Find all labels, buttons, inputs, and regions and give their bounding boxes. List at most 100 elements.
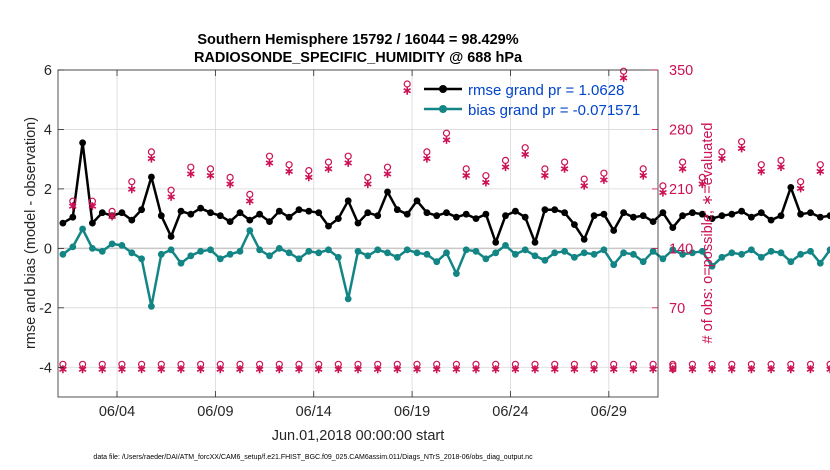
data-point <box>521 213 529 221</box>
data-point <box>728 249 736 257</box>
obs-evaluated-point <box>88 202 97 211</box>
data-point <box>757 209 765 217</box>
y2-axis-label: # of obs: o=possible; ∗=evaluated <box>700 123 716 344</box>
data-point <box>79 139 86 147</box>
data-point <box>246 227 254 234</box>
obs-evaluated-point <box>373 365 382 374</box>
obs-evaluated-point <box>639 171 648 180</box>
data-point <box>364 209 372 217</box>
data-point <box>659 255 667 263</box>
y2-tick-label: 210 <box>669 182 693 198</box>
obs-evaluated-point <box>481 178 490 187</box>
obs-evaluated-point <box>708 365 716 374</box>
axes: 06/04 06/09 06/14 06/19 06/24 06/29 -4 -2 0 2 4 6 0 7… <box>39 63 693 420</box>
data-point <box>492 249 500 257</box>
data-point <box>462 246 470 254</box>
data-point <box>344 197 352 205</box>
data-point <box>275 245 283 252</box>
data-point <box>423 209 431 217</box>
data-point <box>826 212 830 220</box>
data-point <box>157 250 165 258</box>
obs-evaluated-point <box>393 365 402 374</box>
x-tick-label: 06/09 <box>197 404 233 420</box>
data-point <box>69 213 77 221</box>
data-point <box>403 210 411 218</box>
data-point <box>738 207 745 215</box>
y2-tick-label: 350 <box>669 63 693 79</box>
data-point <box>698 247 706 255</box>
data-point <box>138 255 146 263</box>
data-point <box>226 250 234 258</box>
data-point <box>777 249 785 257</box>
data-point <box>354 247 362 255</box>
obs-evaluated-point <box>727 365 736 374</box>
obs-evaluated-point <box>226 180 235 189</box>
obs-evaluated-point <box>718 154 726 163</box>
data-point <box>384 249 391 257</box>
obs-evaluated-point <box>678 164 687 173</box>
obs-possible-point <box>796 178 805 186</box>
y-tick-label: 2 <box>44 182 52 198</box>
data-point <box>482 255 490 263</box>
x-tick-label: 06/04 <box>99 404 135 420</box>
obs-possible-point <box>678 158 687 166</box>
obs-evaluated-point <box>285 167 294 176</box>
obs-evaluated-point <box>806 365 815 374</box>
data-point <box>216 255 224 263</box>
obs-possible-point <box>777 156 785 164</box>
data-point <box>413 197 421 205</box>
obs-evaluated-point <box>668 365 677 374</box>
data-point <box>69 243 77 251</box>
data-point <box>226 218 234 226</box>
data-point <box>679 212 686 220</box>
data-point <box>167 246 175 254</box>
obs-evaluated-point <box>560 164 569 173</box>
data-point <box>325 222 332 230</box>
obs-evaluated-point <box>304 173 313 182</box>
data-point <box>325 246 332 254</box>
data-point <box>561 247 568 255</box>
data-point <box>639 212 647 220</box>
data-point <box>453 213 460 221</box>
data-point <box>610 261 618 269</box>
obs-evaluated-point <box>137 365 146 374</box>
obs-evaluated-point <box>255 365 264 374</box>
data-point <box>807 247 814 255</box>
obs-evaluated-point <box>216 365 225 374</box>
obs-evaluated-point <box>383 169 392 178</box>
data-point <box>502 242 509 249</box>
data-point <box>187 210 195 218</box>
obs-evaluated-point <box>354 365 362 374</box>
data-point <box>816 213 824 221</box>
data-point <box>551 206 559 214</box>
data-point <box>590 212 598 220</box>
x-axis-label: Jun.01,2018 00:00:00 start <box>272 428 445 444</box>
data-point <box>620 249 627 257</box>
x-tick-label: 06/19 <box>394 404 430 420</box>
y2-tick-label: 70 <box>669 301 685 317</box>
data-point <box>541 206 549 214</box>
data-point <box>659 209 667 217</box>
plot-frame <box>57 69 659 398</box>
obs-possible-point <box>659 182 667 190</box>
data-point <box>620 209 627 217</box>
data-point <box>148 302 155 310</box>
data-point <box>453 270 460 277</box>
y-tick-label: -2 <box>39 301 52 317</box>
data-point <box>59 219 67 227</box>
data-point <box>787 258 795 266</box>
data-point <box>364 252 372 260</box>
data-point <box>79 225 86 233</box>
obs-evaluated-point <box>796 184 805 193</box>
obs-evaluated-point <box>491 365 500 374</box>
data-point <box>472 247 480 255</box>
data-point <box>305 207 313 215</box>
data-point <box>295 255 303 263</box>
data-point <box>266 218 273 226</box>
data-point <box>433 212 441 220</box>
data-point <box>541 256 549 264</box>
data-point <box>610 227 618 234</box>
data-point <box>285 249 293 257</box>
data-file-footer: data file: /Users/raeder/DAI/ATM_forcXX/… <box>93 454 533 461</box>
